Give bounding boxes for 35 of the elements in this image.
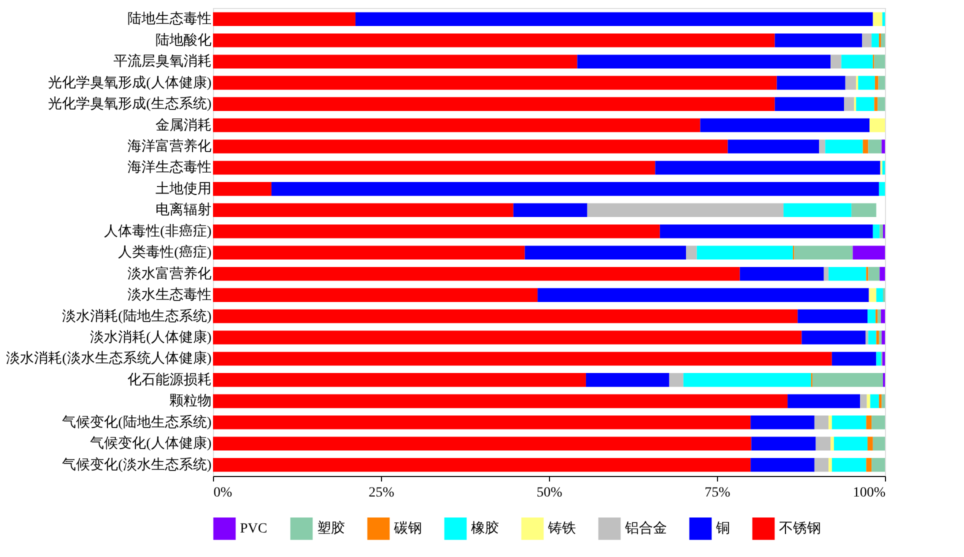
y-tick-label: 化石能源损耗 xyxy=(128,372,212,388)
y-tick-label: 海洋富营养化 xyxy=(128,138,212,154)
y-tick-label: 淡水富营养化 xyxy=(128,266,212,282)
y-tick-label: 颗粒物 xyxy=(170,393,212,410)
y-tick-label: 气候变化(陆地生态系统) xyxy=(62,414,212,430)
y-tick-label: 气候变化(淡水生态系统) xyxy=(62,456,212,473)
legend-label: PVC xyxy=(240,522,268,537)
legend-label: 铸铁 xyxy=(547,520,576,537)
y-tick-label: 陆地生态毒性 xyxy=(128,11,212,28)
legend-label: 不锈钢 xyxy=(779,520,821,537)
y-tick-label: 人类毒性(癌症) xyxy=(118,244,212,261)
y-tick-label: 电离辐射 xyxy=(156,202,212,218)
y-tick-label: 陆地酸化 xyxy=(156,32,212,48)
y-tick-label: 平流层臭氧消耗 xyxy=(114,54,212,70)
legend-label: 橡胶 xyxy=(471,520,499,537)
x-tick-label: 25% xyxy=(368,486,395,500)
y-tick-label: 海洋生态毒性 xyxy=(128,160,212,176)
y-tick-label: 淡水消耗(人体健康) xyxy=(90,330,212,346)
y-tick-label: 淡水生态毒性 xyxy=(128,287,212,304)
y-tick-label: 人体毒性(非癌症) xyxy=(104,223,212,240)
y-tick-label: 淡水消耗(淡水生态系统人体健康) xyxy=(6,350,212,367)
legend-label: 碳钢 xyxy=(393,520,422,537)
y-tick-label: 淡水消耗(陆地生态系统) xyxy=(62,308,212,324)
y-tick-label: 光化学臭氧形成(人体健康) xyxy=(48,74,212,91)
legend-label: 铜 xyxy=(715,520,730,537)
y-tick-label: 土地使用 xyxy=(156,180,212,197)
y-tick-label: 光化学臭氧形成(生态系统) xyxy=(48,96,212,112)
y-tick-label: 气候变化(人体健康) xyxy=(90,436,212,452)
legend-label: 铝合金 xyxy=(624,520,667,537)
x-tick-label: 0% xyxy=(214,486,232,500)
legend-label: 塑胶 xyxy=(317,520,345,537)
y-tick-label: 金属消耗 xyxy=(156,117,212,134)
x-tick-label: 75% xyxy=(704,486,731,500)
x-tick-label: 100% xyxy=(852,486,886,500)
x-tick-label: 50% xyxy=(536,486,563,500)
